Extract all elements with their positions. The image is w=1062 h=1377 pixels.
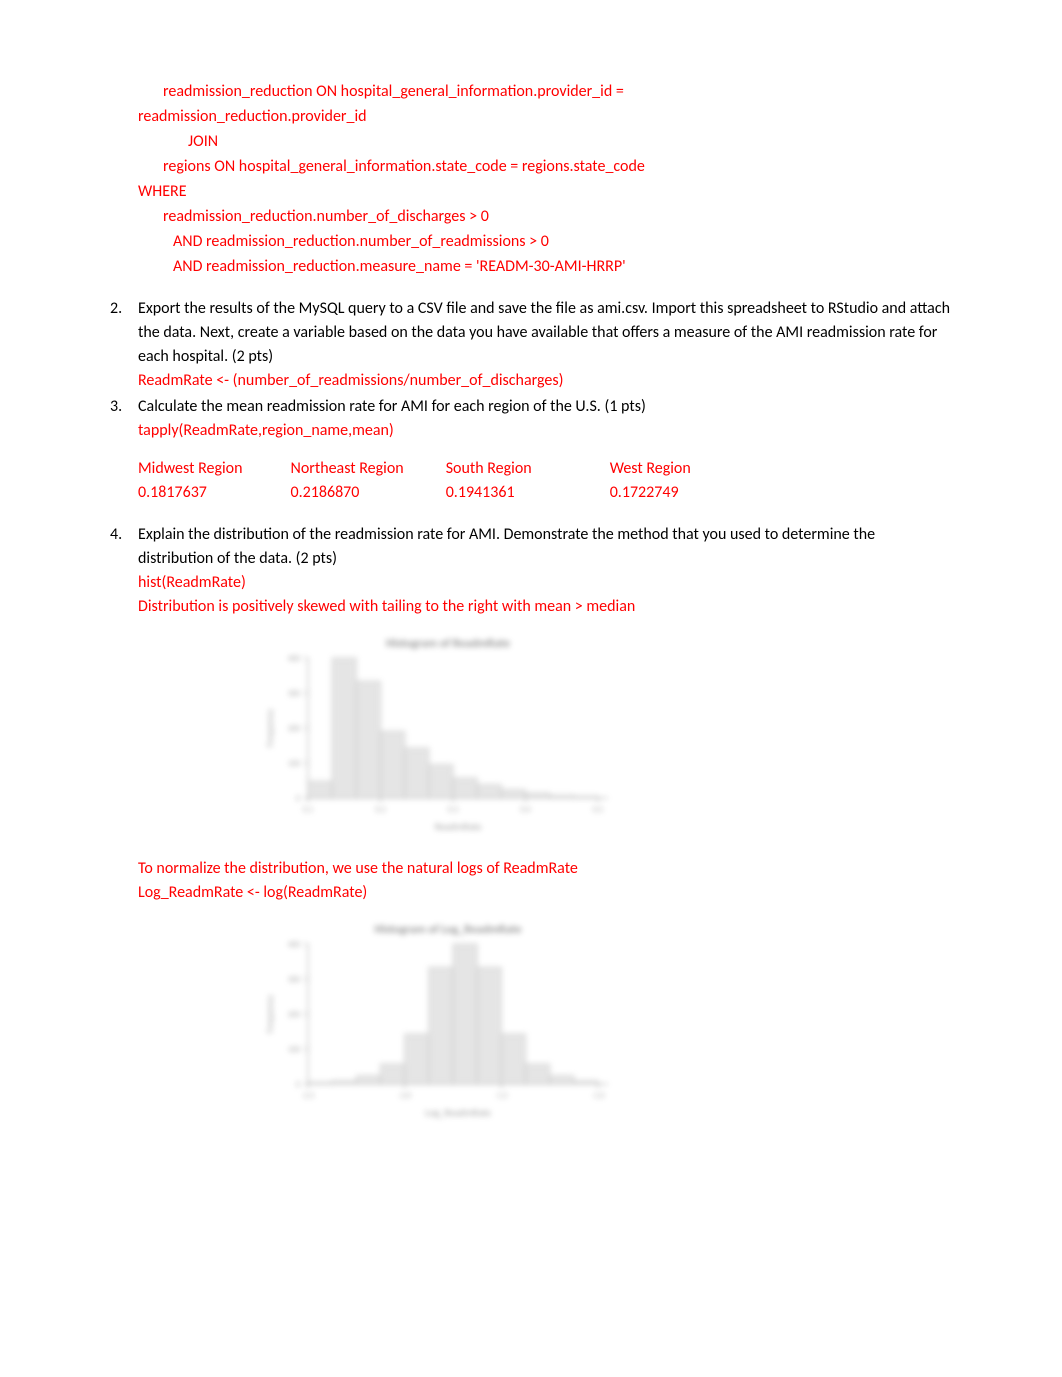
table-header: Midwest Region — [138, 457, 242, 481]
answer-code: Log_ReadmRate <- log(ReadmRate) — [138, 881, 952, 905]
list-number: 3. — [110, 395, 138, 521]
histogram-2: Histogram of Log_ReadmRate 0 100 200 300 400… — [258, 919, 952, 1129]
table-header: South Region — [446, 457, 532, 481]
svg-text:200: 200 — [288, 1010, 300, 1020]
svg-text:400: 400 — [288, 940, 300, 950]
svg-text:-1.5: -1.5 — [495, 1091, 508, 1101]
svg-text:-1.0: -1.0 — [592, 1091, 605, 1101]
question-2: 2. Export the results of the MySQL query… — [110, 297, 952, 393]
answer-code: ReadmRate <- (number_of_readmissions/num… — [138, 369, 952, 393]
sql-join: JOIN — [138, 130, 952, 154]
table-value: 0.1722749 — [610, 481, 691, 505]
sql-block: readmission_reduction ON hospital_genera… — [138, 80, 952, 279]
table-value: 0.1941361 — [446, 481, 532, 505]
hist-svg: Histogram of ReadmRate 0 100 200 300 400 0.1… — [258, 633, 638, 843]
sql-line: readmission_reduction.number_of_discharg… — [138, 205, 952, 229]
hist-title: Histogram of Log_ReadmRate — [374, 923, 521, 937]
regions-table: Midwest Region 0.1817637 Northeast Regio… — [138, 457, 952, 505]
svg-text:400: 400 — [288, 654, 300, 664]
svg-text:0: 0 — [296, 1080, 300, 1090]
svg-text:0: 0 — [296, 794, 300, 804]
hist-title: Histogram of ReadmRate — [386, 637, 510, 651]
list-number: 4. — [110, 523, 138, 1143]
table-header: Northeast Region — [290, 457, 403, 481]
svg-text:0.2: 0.2 — [375, 805, 385, 815]
sql-where: WHERE — [138, 180, 952, 204]
svg-text:-2.5: -2.5 — [302, 1091, 315, 1101]
answer-desc: Distribution is positively skewed with t… — [138, 595, 952, 619]
svg-text:200: 200 — [288, 724, 300, 734]
table-header: West Region — [610, 457, 691, 481]
question-3: 3. Calculate the mean readmission rate f… — [110, 395, 952, 521]
question-text: Calculate the mean readmission rate for … — [138, 397, 646, 416]
svg-text:0.4: 0.4 — [520, 805, 530, 815]
svg-text:0.5: 0.5 — [593, 805, 603, 815]
sql-line: readmission_reduction.provider_id — [138, 105, 952, 129]
sql-line: AND readmission_reduction.measure_name =… — [138, 255, 952, 279]
svg-text:0.3: 0.3 — [448, 805, 458, 815]
svg-text:0.1: 0.1 — [303, 805, 313, 815]
table-value: 0.2186870 — [290, 481, 403, 505]
sql-line: AND readmission_reduction.number_of_read… — [138, 230, 952, 254]
svg-text:Frequency: Frequency — [265, 994, 276, 1033]
svg-text:Log_ReadmRate: Log_ReadmRate — [425, 1106, 491, 1119]
question-text: Export the results of the MySQL query to… — [138, 299, 950, 366]
table-value: 0.1817637 — [138, 481, 242, 505]
answer-code: hist(ReadmRate) — [138, 571, 952, 595]
sql-line: regions ON hospital_general_information.… — [138, 155, 952, 179]
histogram-1: Histogram of ReadmRate 0 100 200 300 400 0.1… — [258, 633, 952, 843]
svg-text:ReadmRate: ReadmRate — [435, 820, 482, 833]
hist-svg: Histogram of Log_ReadmRate 0 100 200 300 400… — [258, 919, 638, 1129]
svg-text:300: 300 — [288, 689, 300, 699]
svg-text:Frequency: Frequency — [265, 708, 276, 747]
svg-text:300: 300 — [288, 975, 300, 985]
list-number: 2. — [110, 297, 138, 393]
svg-text:100: 100 — [288, 1045, 300, 1055]
answer-code: tapply(ReadmRate,region_name,mean) — [138, 419, 952, 443]
question-4: 4. Explain the distribution of the readm… — [110, 523, 952, 1143]
svg-text:-2.0: -2.0 — [398, 1091, 411, 1101]
svg-text:100: 100 — [288, 759, 300, 769]
sql-line: readmission_reduction ON hospital_genera… — [138, 80, 952, 104]
answer-desc: To normalize the distribution, we use th… — [138, 857, 952, 881]
question-text: Explain the distribution of the readmiss… — [138, 525, 875, 568]
